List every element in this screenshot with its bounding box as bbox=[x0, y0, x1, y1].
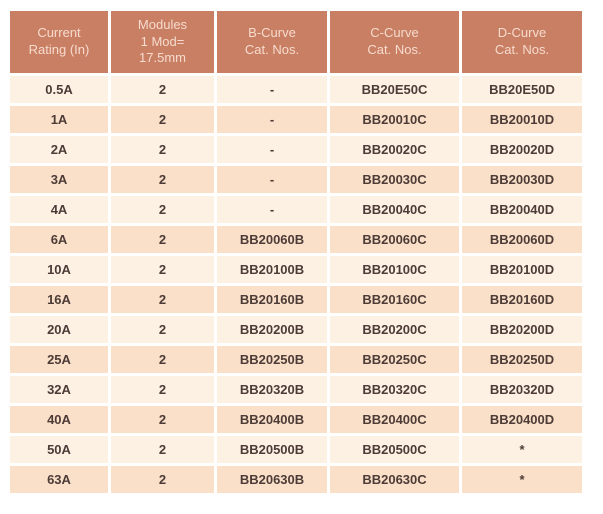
header-current-rating: Current Rating (In) bbox=[10, 11, 108, 73]
cell-modules: 2 bbox=[111, 136, 214, 163]
header-c-curve: C-Curve Cat. Nos. bbox=[330, 11, 459, 73]
table-row: 20A 2 BB20200B BB20200C BB20200D bbox=[10, 316, 582, 343]
cell-rating: 10A bbox=[10, 256, 108, 283]
cell-b-curve: BB20500B bbox=[217, 436, 327, 463]
cell-rating: 32A bbox=[10, 376, 108, 403]
cell-rating: 2A bbox=[10, 136, 108, 163]
table-row: 16A 2 BB20160B BB20160C BB20160D bbox=[10, 286, 582, 313]
cell-rating: 0.5A bbox=[10, 76, 108, 103]
cell-rating: 1A bbox=[10, 106, 108, 133]
table-row: 0.5A 2- BB20E50C BB20E50D bbox=[10, 76, 582, 103]
cell-d-curve: BB20250D bbox=[462, 346, 582, 373]
cell-b-curve: BB20320B bbox=[217, 376, 327, 403]
table-row: 4A 2- BB20040C BB20040D bbox=[10, 196, 582, 223]
cell-c-curve: BB20060C bbox=[330, 226, 459, 253]
cell-d-curve: BB20E50D bbox=[462, 76, 582, 103]
table-row: 10A 2 BB20100B BB20100C BB20100D bbox=[10, 256, 582, 283]
cell-rating: 4A bbox=[10, 196, 108, 223]
cell-c-curve: BB20250C bbox=[330, 346, 459, 373]
cell-c-curve: BB20020C bbox=[330, 136, 459, 163]
cell-d-curve: BB20010D bbox=[462, 106, 582, 133]
table-row: 32A 2 BB20320B BB20320C BB20320D bbox=[10, 376, 582, 403]
cell-b-curve: BB20160B bbox=[217, 286, 327, 313]
cell-b-curve: BB20060B bbox=[217, 226, 327, 253]
cell-d-curve: BB20160D bbox=[462, 286, 582, 313]
table-row: 63A 2 BB20630B BB20630C * bbox=[10, 466, 582, 493]
cell-rating: 25A bbox=[10, 346, 108, 373]
cell-rating: 20A bbox=[10, 316, 108, 343]
header-d-curve: D-Curve Cat. Nos. bbox=[462, 11, 582, 73]
table-row: 3A 2- BB20030C BB20030D bbox=[10, 166, 582, 193]
table-row: 1A 2- BB20010C BB20010D bbox=[10, 106, 582, 133]
cell-rating: 63A bbox=[10, 466, 108, 493]
table-row: 6A 2 BB20060B BB20060C BB20060D bbox=[10, 226, 582, 253]
cell-rating: 16A bbox=[10, 286, 108, 313]
cell-modules: 2 bbox=[111, 316, 214, 343]
cell-b-curve: - bbox=[217, 166, 327, 193]
cell-b-curve: - bbox=[217, 106, 327, 133]
cell-modules: 2 bbox=[111, 256, 214, 283]
cell-b-curve: BB20630B bbox=[217, 466, 327, 493]
cell-d-curve: BB20200D bbox=[462, 316, 582, 343]
cell-c-curve: BB20400C bbox=[330, 406, 459, 433]
cell-c-curve: BB20030C bbox=[330, 166, 459, 193]
table-row: 40A 2 BB20400B BB20400C BB20400D bbox=[10, 406, 582, 433]
cell-d-curve: BB20100D bbox=[462, 256, 582, 283]
table-row: 25A 2 BB20250B BB20250C BB20250D bbox=[10, 346, 582, 373]
cell-modules: 2 bbox=[111, 286, 214, 313]
cell-d-curve: * bbox=[462, 466, 582, 493]
cell-b-curve: - bbox=[217, 136, 327, 163]
header-modules: Modules 1 Mod= 17.5mm bbox=[111, 11, 214, 73]
table-body: 0.5A 2- BB20E50C BB20E50D 1A 2- BB20010C BB2001… bbox=[10, 76, 582, 493]
cell-d-curve: BB20020D bbox=[462, 136, 582, 163]
cell-b-curve: BB20250B bbox=[217, 346, 327, 373]
cell-modules: 2 bbox=[111, 76, 214, 103]
cell-modules: 2 bbox=[111, 196, 214, 223]
cell-c-curve: BB20320C bbox=[330, 376, 459, 403]
cell-modules: 2 bbox=[111, 346, 214, 373]
cell-modules: 2 bbox=[111, 226, 214, 253]
cell-modules: 2 bbox=[111, 376, 214, 403]
cell-d-curve: BB20400D bbox=[462, 406, 582, 433]
cell-modules: 2 bbox=[111, 106, 214, 133]
table-row: 50A 2 BB20500B BB20500C * bbox=[10, 436, 582, 463]
cell-modules: 2 bbox=[111, 466, 214, 493]
header-b-curve: B-Curve Cat. Nos. bbox=[217, 11, 327, 73]
cell-modules: 2 bbox=[111, 166, 214, 193]
cell-d-curve: BB20040D bbox=[462, 196, 582, 223]
cell-c-curve: BB20010C bbox=[330, 106, 459, 133]
cell-rating: 6A bbox=[10, 226, 108, 253]
cell-b-curve: BB20400B bbox=[217, 406, 327, 433]
cell-d-curve: BB20320D bbox=[462, 376, 582, 403]
cell-modules: 2 bbox=[111, 406, 214, 433]
cell-b-curve: - bbox=[217, 76, 327, 103]
cell-d-curve: BB20060D bbox=[462, 226, 582, 253]
cell-d-curve: * bbox=[462, 436, 582, 463]
cell-d-curve: BB20030D bbox=[462, 166, 582, 193]
cell-rating: 50A bbox=[10, 436, 108, 463]
table-row: 2A 2- BB20020C BB20020D bbox=[10, 136, 582, 163]
cell-c-curve: BB20040C bbox=[330, 196, 459, 223]
cell-c-curve: BB20160C bbox=[330, 286, 459, 313]
cell-c-curve: BB20630C bbox=[330, 466, 459, 493]
cell-c-curve: BB20E50C bbox=[330, 76, 459, 103]
cell-c-curve: BB20500C bbox=[330, 436, 459, 463]
cell-modules: 2 bbox=[111, 436, 214, 463]
catalog-table: Current Rating (In) Modules 1 Mod= 17.5m… bbox=[7, 8, 585, 496]
header-row: Current Rating (In) Modules 1 Mod= 17.5m… bbox=[10, 11, 582, 73]
cell-rating: 3A bbox=[10, 166, 108, 193]
cell-b-curve: BB20100B bbox=[217, 256, 327, 283]
cell-c-curve: BB20200C bbox=[330, 316, 459, 343]
cell-c-curve: BB20100C bbox=[330, 256, 459, 283]
cell-b-curve: - bbox=[217, 196, 327, 223]
cell-b-curve: BB20200B bbox=[217, 316, 327, 343]
cell-rating: 40A bbox=[10, 406, 108, 433]
